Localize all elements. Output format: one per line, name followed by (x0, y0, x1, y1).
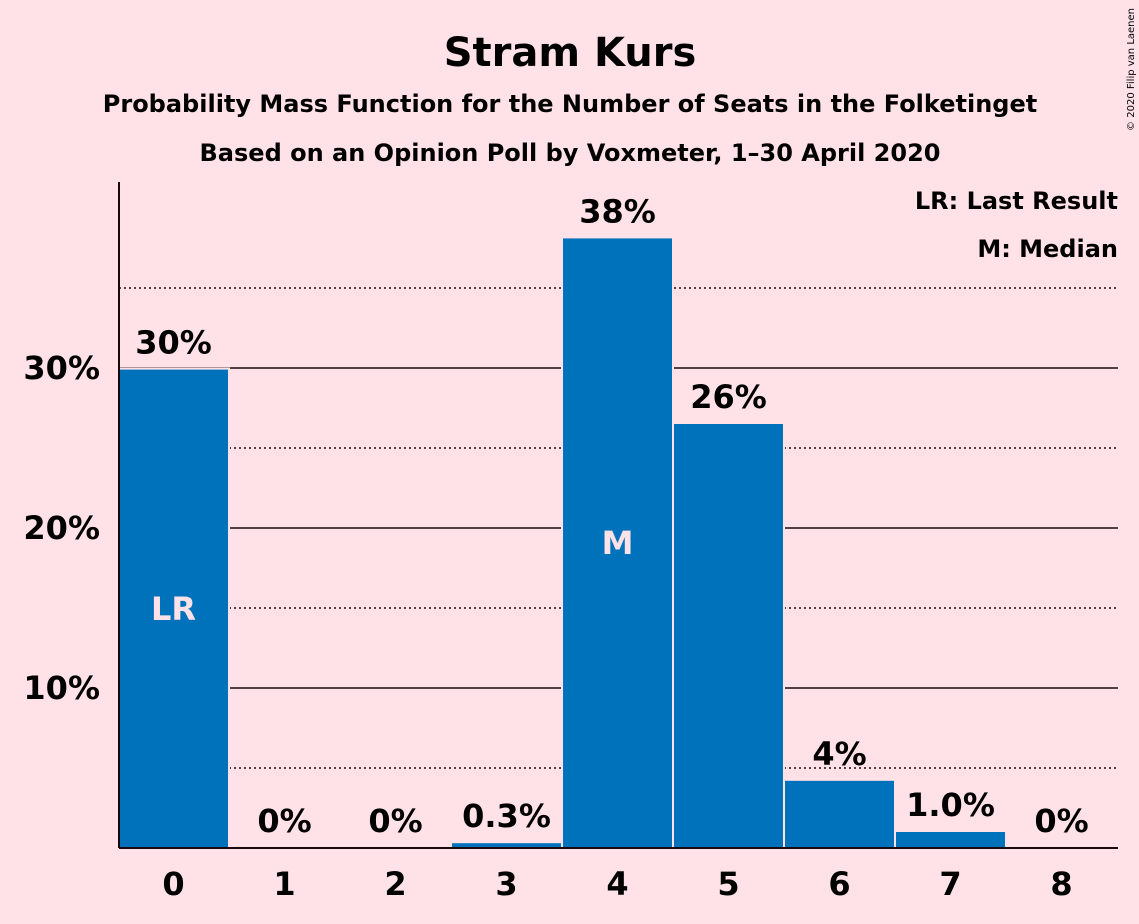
data-label-7: 1.0% (906, 786, 995, 824)
bar-7 (896, 832, 1005, 848)
x-tick-label-6: 6 (828, 865, 850, 903)
x-tick-label-5: 5 (717, 865, 739, 903)
y-tick-label-30: 30% (23, 349, 100, 387)
data-label-1: 0% (257, 802, 311, 840)
x-tick-label-1: 1 (273, 865, 295, 903)
y-tick-label-10: 10% (23, 669, 100, 707)
legend-last-result: LR: Last Result (915, 187, 1118, 215)
data-label-2: 0% (368, 802, 422, 840)
x-tick-label-4: 4 (606, 865, 628, 903)
bars: 30% 0 0% 1 0% 2 0.3% 3 38% 4 26% 5 4% 6 1.0% 7 0% 8 LR M (117, 192, 1089, 903)
axes (118, 182, 1118, 849)
data-label-5: 26% (690, 378, 767, 416)
x-tick-label-0: 0 (162, 865, 184, 903)
chart-title: Stram Kurs (444, 30, 697, 76)
bar-6 (785, 780, 894, 848)
copyright-notice: © 2020 Filip van Laenen (1126, 8, 1137, 131)
data-label-4: 38% (579, 192, 656, 230)
marker-m: M (602, 524, 634, 562)
legend-median: M: Median (977, 235, 1118, 263)
bar-5 (674, 424, 783, 848)
data-label-3: 0.3% (462, 797, 551, 835)
bar-3 (452, 843, 561, 848)
chart-subtitle: Probability Mass Function for the Number… (103, 90, 1037, 118)
chart-subtitle-source: Based on an Opinion Poll by Voxmeter, 1–… (200, 139, 941, 167)
data-label-6: 4% (812, 735, 866, 773)
x-tick-label-8: 8 (1050, 865, 1072, 903)
x-tick-label-7: 7 (939, 865, 961, 903)
data-label-8: 0% (1034, 802, 1088, 840)
bar-4 (563, 238, 672, 848)
x-tick-label-2: 2 (384, 865, 406, 903)
marker-lr: LR (151, 590, 196, 628)
y-tick-label-20: 20% (23, 509, 100, 547)
data-label-0: 30% (135, 324, 212, 362)
bar-0 (119, 369, 228, 848)
x-tick-label-3: 3 (495, 865, 517, 903)
grid: 10% 20% 30% (23, 287, 1118, 769)
